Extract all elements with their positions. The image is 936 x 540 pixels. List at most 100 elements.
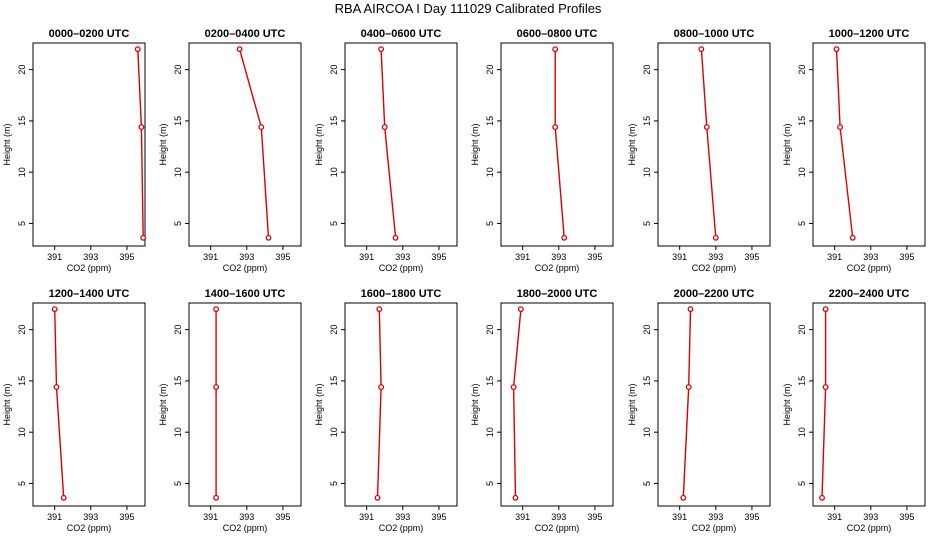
x-tick-label: 393 <box>863 252 878 262</box>
profile-line <box>137 49 144 238</box>
data-point <box>822 306 829 313</box>
panel-title: 1600–1800 UTC <box>361 288 442 300</box>
y-tick-label: 10 <box>329 427 339 437</box>
panel-4: 0800–1000 UTC 391 393 395 CO2 (ppm) 5 10 15 20 He… <box>627 28 771 273</box>
data-point <box>849 234 856 241</box>
panel-11: 2200–2400 UTC 391 393 395 CO2 (ppm) 5 10 15 20 He… <box>782 288 926 533</box>
x-tick-label: 393 <box>551 252 566 262</box>
x-tick-label: 395 <box>744 252 759 262</box>
x-tick-label: 395 <box>431 512 446 522</box>
panel-10: 2000–2200 UTC 391 393 395 CO2 (ppm) 5 10 15 20 He… <box>627 288 771 533</box>
y-axis-label: Height (m) <box>314 123 324 165</box>
y-tick-label: 20 <box>173 65 183 75</box>
data-point <box>680 494 687 501</box>
data-point <box>213 384 220 391</box>
x-tick-label: 395 <box>119 252 134 262</box>
x-tick-label: 391 <box>203 512 218 522</box>
y-tick-label: 10 <box>642 167 652 177</box>
data-point <box>258 124 265 131</box>
y-tick-label: 15 <box>17 116 27 126</box>
panel-6: 1200–1400 UTC 391 393 395 CO2 (ppm) 5 10 15 20 He… <box>2 288 146 533</box>
x-tick-label: 393 <box>239 512 254 522</box>
y-tick-label: 10 <box>329 167 339 177</box>
y-tick-label: 15 <box>797 116 807 126</box>
data-point <box>703 124 710 131</box>
data-point <box>685 384 692 391</box>
y-tick-label: 20 <box>642 65 652 75</box>
y-tick-label: 15 <box>485 376 495 386</box>
profile-line <box>376 309 382 498</box>
profile-line <box>700 49 717 238</box>
profile-line <box>682 309 692 498</box>
plot-frame <box>32 302 146 507</box>
data-point <box>510 384 517 391</box>
x-axis-label: CO2 (ppm) <box>535 263 580 273</box>
y-tick-label: 15 <box>642 116 652 126</box>
y-tick-label: 5 <box>797 221 807 226</box>
data-point <box>134 46 141 53</box>
y-tick-label: 20 <box>485 65 495 75</box>
plot-frame <box>344 302 458 507</box>
profile-line <box>554 49 565 238</box>
x-axis-label: CO2 (ppm) <box>67 263 112 273</box>
y-tick-label: 10 <box>797 427 807 437</box>
x-axis-label: CO2 (ppm) <box>692 263 737 273</box>
y-tick-label: 15 <box>642 376 652 386</box>
x-tick-label: 391 <box>359 512 374 522</box>
data-point <box>837 124 844 131</box>
panel-title: 0400–0600 UTC <box>361 28 442 40</box>
y-tick-label: 15 <box>17 376 27 386</box>
data-point <box>236 46 243 53</box>
panel-title: 2000–2200 UTC <box>674 288 755 300</box>
y-tick-label: 10 <box>173 427 183 437</box>
panel-3: 0600–0800 UTC 391 393 395 CO2 (ppm) 5 10 15 20 He… <box>470 28 614 273</box>
page-title: RBA AIRCOA I Day 111029 Calibrated Profi… <box>334 1 602 16</box>
x-tick-label: 391 <box>47 252 62 262</box>
plot-frame <box>657 302 771 507</box>
x-axis-label: CO2 (ppm) <box>223 263 268 273</box>
data-point <box>51 306 58 313</box>
y-axis-label: Height (m) <box>470 123 480 165</box>
panel-title: 1000–1200 UTC <box>829 28 910 40</box>
y-axis-label: Height (m) <box>2 383 12 425</box>
y-axis-label: Height (m) <box>782 123 792 165</box>
x-tick-label: 395 <box>275 512 290 522</box>
data-point <box>213 494 220 501</box>
x-tick-label: 393 <box>83 512 98 522</box>
profile-line <box>835 49 854 238</box>
panel-5: 1000–1200 UTC 391 393 395 CO2 (ppm) 5 10 15 20 He… <box>782 28 926 273</box>
data-point <box>53 384 60 391</box>
x-tick-label: 393 <box>708 252 723 262</box>
y-axis-label: Height (m) <box>627 383 637 425</box>
data-point <box>517 306 524 313</box>
y-tick-label: 5 <box>329 481 339 486</box>
panel-title: 1800–2000 UTC <box>517 288 598 300</box>
y-tick-label: 20 <box>485 325 495 335</box>
data-point <box>552 124 559 131</box>
y-tick-label: 20 <box>173 325 183 335</box>
x-tick-label: 393 <box>708 512 723 522</box>
data-point <box>833 46 840 53</box>
y-tick-label: 15 <box>797 376 807 386</box>
y-tick-label: 15 <box>329 376 339 386</box>
plot-frame <box>188 302 302 507</box>
panel-1: 0200–0400 UTC 391 393 395 CO2 (ppm) 5 10 15 20 He… <box>158 28 302 273</box>
x-tick-label: 395 <box>899 252 914 262</box>
y-tick-label: 20 <box>329 65 339 75</box>
data-point <box>698 46 705 53</box>
y-axis-label: Height (m) <box>470 383 480 425</box>
x-axis-label: CO2 (ppm) <box>67 523 112 533</box>
y-axis-label: Height (m) <box>2 123 12 165</box>
x-axis-label: CO2 (ppm) <box>379 523 424 533</box>
plot-frame <box>32 42 146 247</box>
x-tick-label: 391 <box>827 512 842 522</box>
y-tick-label: 15 <box>485 116 495 126</box>
y-tick-label: 20 <box>642 325 652 335</box>
panel-2: 0400–0600 UTC 391 393 395 CO2 (ppm) 5 10 15 20 He… <box>314 28 458 273</box>
data-point <box>819 494 825 501</box>
data-point <box>392 234 399 241</box>
panel-9: 1800–2000 UTC 391 393 395 CO2 (ppm) 5 10 15 20 He… <box>470 288 614 533</box>
y-tick-label: 20 <box>797 325 807 335</box>
y-tick-label: 15 <box>329 116 339 126</box>
